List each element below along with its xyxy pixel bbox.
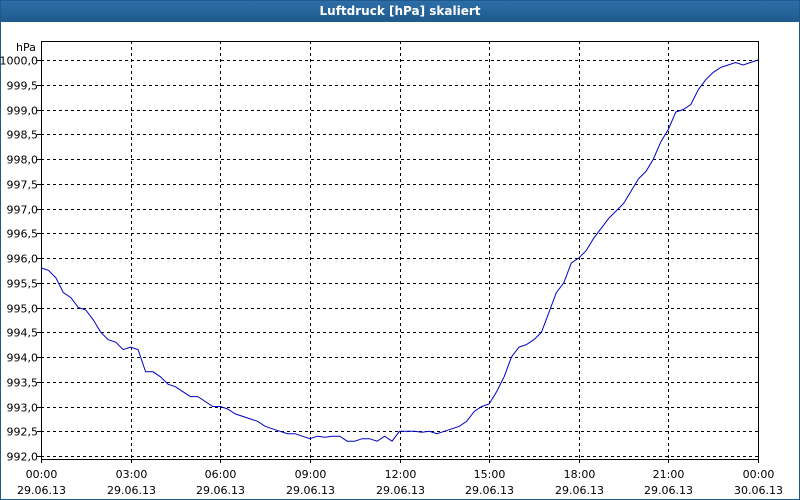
gridlines xyxy=(41,41,759,459)
x-tick-time: 06:00 xyxy=(205,468,237,481)
pressure-series-line xyxy=(40,59,759,442)
y-axis-unit: hPa xyxy=(16,41,36,54)
x-tick-time: 18:00 xyxy=(564,468,596,481)
y-tick-label: 995,0 xyxy=(7,303,39,316)
y-tick-label: 998,5 xyxy=(7,129,39,142)
y-tick-label: 994,5 xyxy=(7,327,39,340)
x-tick-date: 29.06.13 xyxy=(376,484,425,497)
x-tick-date: 29.06.13 xyxy=(17,484,66,497)
x-tick-date: 29.06.13 xyxy=(107,484,156,497)
y-tick-label: 997,5 xyxy=(7,179,39,192)
y-tick-label: 1000,0 xyxy=(0,55,38,68)
y-tick-label: 992,5 xyxy=(7,426,39,439)
x-tick-time: 15:00 xyxy=(474,468,506,481)
y-tick-label: 999,5 xyxy=(7,80,39,93)
y-tick-label: 993,0 xyxy=(7,402,39,415)
x-tick-date: 30.06.13 xyxy=(734,484,783,497)
y-tick-label: 996,0 xyxy=(7,253,39,266)
x-tick-time: 03:00 xyxy=(116,468,148,481)
x-tick-time: 12:00 xyxy=(385,468,417,481)
x-tick-date: 29.06.13 xyxy=(465,484,514,497)
y-tick-label: 994,0 xyxy=(7,352,39,365)
x-tick-time: 21:00 xyxy=(653,468,685,481)
x-tick-time: 09:00 xyxy=(295,468,327,481)
y-tick-label: 995,5 xyxy=(7,278,39,291)
y-axis: 1000,0 999,5 999,0 998,5 998,0 997,5 997,0 996,… xyxy=(0,55,41,464)
x-tick-date: 29.06.13 xyxy=(196,484,245,497)
y-tick-label: 992,0 xyxy=(7,451,39,464)
window-title: Luftdruck [hPa] skaliert xyxy=(1,1,799,22)
x-tick-date: 29.06.13 xyxy=(644,484,693,497)
x-tick-time: 00:00 xyxy=(26,468,58,481)
x-tick-date: 29.06.13 xyxy=(286,484,335,497)
y-tick-label: 999,0 xyxy=(7,105,39,118)
y-tick-label: 993,5 xyxy=(7,377,39,390)
series-layer xyxy=(40,59,759,442)
y-tick-label: 998,0 xyxy=(7,154,39,167)
y-tick-label: 997,0 xyxy=(7,204,39,217)
x-tick-time: 00:00 xyxy=(743,468,775,481)
x-axis: 00:00 29.06.13 03:00 29.06.13 06:00 29.06.13 0… xyxy=(17,459,783,497)
x-tick-date: 29.06.13 xyxy=(555,484,604,497)
y-tick-label: 996,5 xyxy=(7,228,39,241)
